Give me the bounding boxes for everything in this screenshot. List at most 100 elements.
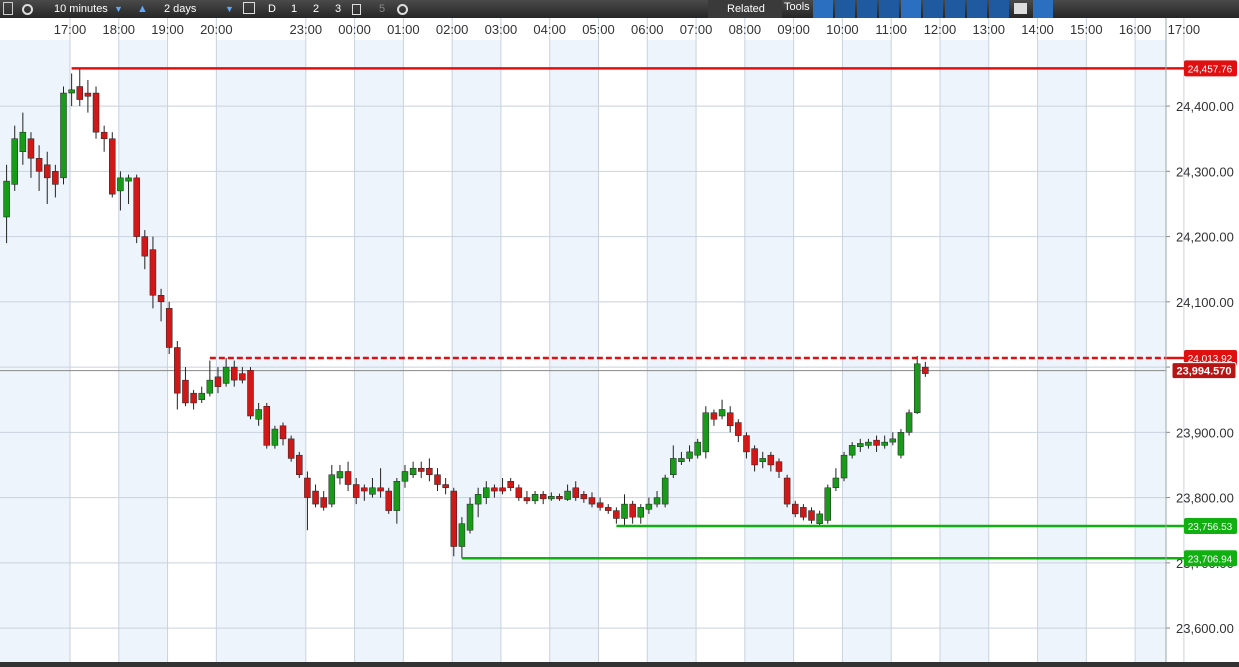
tool-button[interactable] [923,0,943,18]
related-button[interactable]: Related [727,3,765,15]
candle-body [483,487,490,498]
tool-button[interactable] [901,0,921,18]
tool-button[interactable] [835,0,855,18]
x-tick-label: 02:00 [436,22,469,37]
candle-body [653,497,661,505]
tool-button[interactable] [945,0,965,18]
settings-icon[interactable] [397,4,408,15]
candle-body [637,507,645,518]
session-band [647,40,697,662]
candle-body [873,439,880,446]
candle-body [743,435,750,453]
lock-icon[interactable]: ▲ [137,3,148,15]
tool-button[interactable] [813,0,833,18]
candle-body [149,249,157,296]
tool-button[interactable] [857,0,877,18]
candle-body [263,405,271,446]
x-tick-label: 11:00 [875,22,907,37]
candle-body [255,409,262,420]
candle-body [279,425,287,440]
candle-body [808,510,815,521]
candle-body [783,477,791,505]
candle-body [816,513,823,524]
session-band [354,40,404,662]
preset-icon[interactable] [352,4,361,15]
candle-body [52,171,59,185]
candle-body [369,487,376,495]
candle-body [11,138,18,185]
session-band [0,40,71,662]
level-label: 24,013.92 [1188,354,1233,365]
x-tick-label: 03:00 [485,22,518,37]
settings-icon[interactable] [22,4,33,15]
candle-body [312,490,319,505]
interval-select[interactable]: 10 minutes [54,3,108,15]
x-tick-label: 09:00 [777,22,810,37]
candle-body [434,474,441,485]
candle-body [556,496,563,500]
candle-body [328,474,336,505]
candle-body [922,366,929,374]
y-tick-label: 23,600.00 [1176,621,1234,636]
level-label-bg [1184,517,1237,534]
level-label-bg [1184,349,1237,366]
x-tick-label: 04:00 [533,22,566,37]
candle-body [889,438,897,443]
x-tick-label: 19:00 [151,22,184,37]
tool-button[interactable] [879,0,899,18]
x-tick-label: 18:00 [103,22,136,37]
candle-body [800,507,807,518]
dropdown-arrow[interactable]: ▼ [114,4,123,14]
menu-icon[interactable] [3,2,13,15]
toolbar: 10 minutes ▼ ▲ 2 days ▼ D 1 2 3 5 Relate… [0,0,1239,18]
candle-body [588,497,596,505]
candle-body [491,487,498,492]
tool-button[interactable] [967,0,987,18]
y-tick-label: 24,200.00 [1176,230,1234,245]
preset-button[interactable]: 1 [291,3,298,15]
preset-button[interactable]: 3 [335,3,342,15]
candle-body [76,86,84,100]
candle-body [336,471,344,479]
candle-body [613,510,620,519]
range-select[interactable]: 2 days [164,3,197,15]
candle-body [3,180,10,218]
preset-button[interactable]: 2 [313,3,320,15]
candle-body [125,177,132,182]
candle-body [718,409,726,417]
session-band [1037,40,1087,662]
candle-body [19,131,27,153]
session-band [216,40,306,662]
last-price-label: 23,994.570 [1176,366,1231,378]
level-label: 23,706.94 [1188,554,1233,565]
tool-button[interactable] [989,0,1009,18]
candle-body [409,467,417,475]
candle-body [68,89,75,94]
candle-body [832,477,840,489]
bottom-bar [0,662,1239,667]
candle-body [304,477,311,498]
candle-body [198,392,205,400]
tool-button[interactable] [1033,0,1053,18]
candle-body [775,461,783,472]
tools-label: Tools [784,1,810,13]
candle-body [670,458,677,475]
x-tick-label: 05:00 [582,22,615,37]
candle-body [377,487,384,492]
calendar-icon[interactable] [243,2,255,14]
x-tick-label: 00:00 [338,22,371,37]
x-tick-label: 17:00 [1168,22,1201,37]
candle-body [190,392,197,404]
candle-body [661,477,669,505]
candle-body [548,496,555,500]
x-tick-label: 14:00 [1021,22,1054,37]
dropdown-arrow[interactable]: ▼ [225,4,234,14]
candle-body [767,454,775,466]
x-tick-label: 23:00 [290,22,323,37]
candle-body [450,490,458,547]
day-button[interactable]: D [268,3,276,15]
level-label-bg [1184,60,1237,77]
print-icon[interactable] [1014,3,1027,14]
y-tick-label: 23,800.00 [1176,491,1234,506]
candle-body [840,454,848,479]
